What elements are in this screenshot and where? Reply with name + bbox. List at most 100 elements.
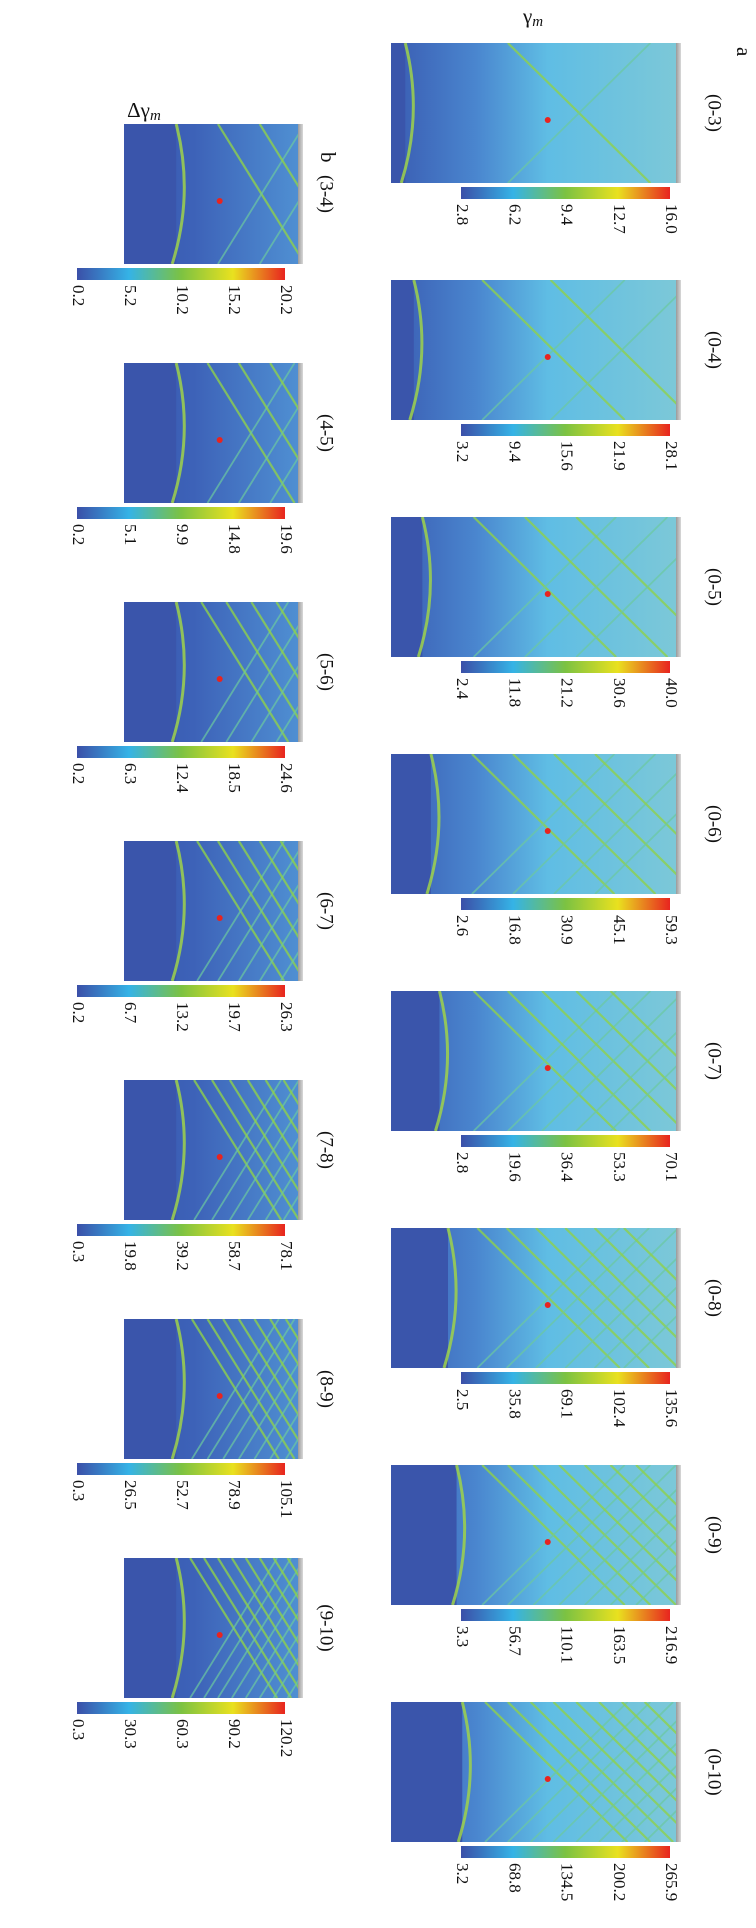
panel-label: (0-5) [704,568,725,606]
colorbar-tick-label: 15.6 [558,441,577,471]
sample-edge [676,991,681,1131]
shear-band [217,124,298,264]
band-arc [434,991,450,1131]
band-arc [170,363,186,503]
colorbar-tick-label: 6.2 [505,204,524,225]
shear-band [609,991,676,1131]
shear-band [507,991,651,1131]
colorbar-tick-label: 16.8 [505,915,524,945]
colorbar [77,1702,285,1714]
panel-label: (0-4) [704,331,725,369]
shear-band [635,1465,676,1605]
colorbar-tick-label: 9.4 [558,204,577,226]
colorbar-tick-label: 120.2 [277,1719,296,1757]
field-rigid [124,841,177,981]
colorbar-tick-label: 105.1 [277,1480,296,1518]
sample-edge [298,1080,303,1220]
hot-spot [216,1393,223,1399]
panel-label: (0-10) [704,1748,725,1795]
shear-band [200,602,290,742]
panel: (0-6) 2.6 16.8 30.9 45.1 59.3 [391,754,725,945]
panel: (0-9) 3.3 56.7 110.1 163.5 216.9 [391,1465,725,1664]
sample-edge [676,43,681,183]
shear-band [238,363,298,503]
panel: (0-5) 2.4 11.8 21.2 30.6 40.0 [391,517,725,708]
shear-band [225,602,298,742]
colorbar-tick-label: 0.3 [69,1719,88,1740]
panel: (0-7) 2.8 19.6 36.4 53.3 70.1 [391,991,725,1182]
band-arc [408,280,424,420]
colorbar-tick-label: 18.5 [225,763,244,793]
panel-label: (5-6) [316,653,337,691]
field-rigid [124,1080,177,1220]
hot-spot [544,1065,551,1071]
shear-band [623,1228,676,1368]
colorbar [461,898,670,910]
panel: (0-4) 3.2 9.4 15.6 21.9 28.1 [391,280,725,471]
colorbar-tick-label: 10.2 [173,285,192,315]
band-arc [170,1319,186,1459]
colorbar-tick-label: 12.4 [173,763,192,793]
shear-band [238,1319,298,1459]
shear-band [217,1558,298,1698]
shear-band [211,1080,298,1220]
sample-edge [298,602,303,742]
panel-label: (0-7) [704,1042,725,1080]
colorbar-tick-label: 40.0 [662,678,681,708]
colorbar-tick-label: 78.9 [225,1480,244,1510]
shear-band [245,1558,298,1698]
colorbar-tick-label: 56.7 [505,1626,524,1656]
shear-band [272,1558,298,1698]
strain-field [124,602,298,742]
hot-spot [216,676,223,682]
hot-spot [216,1632,223,1638]
colorbar-tick-label: 216.9 [662,1626,681,1664]
colorbar-tick-label: 35.8 [505,1389,524,1419]
hot-spot [544,1302,551,1308]
panel: (4-5) 0.2 5.1 9.9 14.8 19.6 [69,363,337,554]
shear-band [196,841,285,981]
sample-edge [298,841,303,981]
shear-band [575,991,676,1131]
shear-band [258,124,298,264]
panel-label: (0-9) [704,1516,725,1554]
sample-edge [298,1319,303,1459]
colorbar-tick-label: 0.2 [69,763,88,784]
shear-band [473,991,617,1131]
colorbar-tick-label: 53.3 [610,1152,629,1182]
colorbar-tick-label: 200.2 [610,1863,629,1901]
hot-spot [216,1154,223,1160]
title-subscript: m [150,108,161,124]
shear-band [269,1319,298,1459]
colorbar-tick-label: 265.9 [662,1863,681,1901]
strain-field [391,754,676,894]
sample-edge [676,1465,681,1605]
field-rigid [124,363,177,503]
shear-band [275,602,298,742]
colorbar-tick-label: 78.1 [277,1241,296,1271]
colorbar-tick-label: 14.8 [225,524,244,554]
colorbar-tick-label: 3.2 [453,441,472,462]
shear-band [609,1465,676,1605]
colorbar [77,1224,285,1236]
field-rigid [391,1702,463,1842]
hot-spot [544,354,551,360]
shear-band [229,1080,298,1220]
shear-band [558,1465,676,1605]
colorbar-tick-label: 45.1 [610,915,629,945]
title-subscript: m [532,14,543,30]
shear-band [643,1702,676,1842]
colorbar-tick-label: 59.3 [662,915,681,945]
shear-band [272,1558,298,1698]
colorbar-tick-label: 0.2 [69,524,88,545]
field-rigid [391,754,431,894]
shear-band [505,1228,650,1368]
shear-band [275,602,298,742]
shear-band [250,602,298,742]
shear-band [484,1702,629,1842]
shear-band [512,754,657,894]
sample-edge [298,363,303,503]
shear-band [553,754,676,894]
colorbar-tick-label: 19.6 [505,1152,524,1182]
